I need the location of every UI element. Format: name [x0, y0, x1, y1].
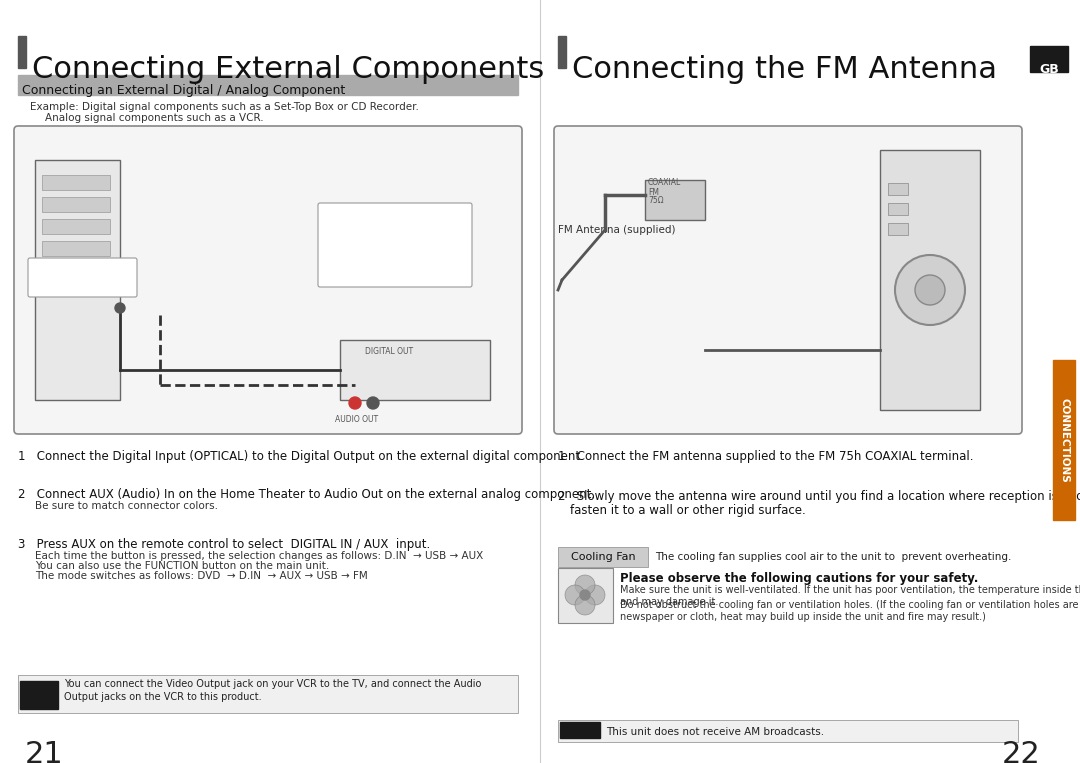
Text: FM: FM: [648, 188, 659, 197]
Circle shape: [915, 275, 945, 305]
Text: Output jacks on the VCR to this product.: Output jacks on the VCR to this product.: [64, 692, 261, 702]
Bar: [1053, 360, 1075, 520]
Circle shape: [367, 397, 379, 409]
FancyBboxPatch shape: [14, 126, 522, 434]
Text: GB: GB: [1039, 63, 1058, 76]
Text: 1   Connect the Digital Input (OPTICAL) to the Digital Output on the external di: 1 Connect the Digital Input (OPTICAL) to…: [18, 450, 584, 463]
FancyBboxPatch shape: [28, 258, 137, 297]
Text: Optical Cable
(not supplied): Optical Cable (not supplied): [48, 267, 117, 288]
Text: The mode switches as follows: DVD  → D.IN  → AUX → USB → FM: The mode switches as follows: DVD → D.IN…: [35, 571, 368, 581]
Bar: [42, 241, 110, 256]
Text: 3   Press AUX on the remote control to select  DIGITAL IN / AUX  input.: 3 Press AUX on the remote control to sel…: [18, 538, 430, 551]
Text: (not supplied): (not supplied): [363, 219, 427, 228]
Text: 21: 21: [25, 740, 64, 763]
Text: CONNECTIONS: CONNECTIONS: [1059, 398, 1069, 482]
Circle shape: [565, 585, 585, 605]
Text: Analog signal components such as a VCR.: Analog signal components such as a VCR.: [45, 113, 264, 123]
Text: AUDIO OUT: AUDIO OUT: [335, 415, 378, 424]
Text: DIGITAL OUT: DIGITAL OUT: [365, 347, 414, 356]
Bar: [18, 75, 518, 95]
Circle shape: [580, 590, 590, 600]
Text: 75Ω: 75Ω: [648, 196, 663, 205]
Text: Please observe the following cautions for your safety.: Please observe the following cautions fo…: [620, 572, 978, 585]
Bar: [18, 675, 518, 713]
Text: or right.: or right.: [377, 263, 414, 272]
Bar: [645, 180, 705, 220]
Text: Make sure the unit is well-ventilated. If the unit has poor ventilation, the tem: Make sure the unit is well-ventilated. I…: [620, 585, 1080, 607]
Text: Connecting External Components: Connecting External Components: [32, 55, 544, 84]
Text: You can also use the FUNCTION button on the main unit.: You can also use the FUNCTION button on …: [35, 561, 329, 571]
Bar: [42, 175, 110, 190]
Text: component has only one: component has only one: [339, 241, 451, 250]
Text: Note: Note: [24, 685, 54, 695]
Bar: [18, 36, 26, 68]
Text: fasten it to a wall or other rigid surface.: fasten it to a wall or other rigid surfa…: [570, 504, 806, 517]
Circle shape: [585, 585, 605, 605]
Bar: [42, 219, 110, 234]
Bar: [558, 547, 648, 567]
Bar: [558, 36, 566, 68]
Bar: [35, 160, 120, 400]
Text: Cooling Fan: Cooling Fan: [570, 552, 635, 562]
Bar: [888, 203, 908, 215]
Text: FM Antenna (supplied): FM Antenna (supplied): [558, 225, 675, 235]
Bar: [558, 568, 613, 623]
Text: Audio Out, connect either left: Audio Out, connect either left: [327, 252, 462, 261]
Text: The cooling fan supplies cool air to the unit to  prevent overheating.: The cooling fan supplies cool air to the…: [654, 552, 1011, 562]
Text: You can connect the Video Output jack on your VCR to the TV, and connect the Aud: You can connect the Video Output jack on…: [64, 679, 482, 689]
Bar: [340, 340, 490, 400]
Text: Audio Cable: Audio Cable: [368, 208, 422, 217]
Circle shape: [575, 595, 595, 615]
Text: Notes: Notes: [563, 727, 597, 737]
Bar: [42, 197, 110, 212]
Bar: [1030, 46, 1068, 72]
Bar: [21, 681, 58, 709]
Text: 2   Connect AUX (Audio) In on the Home Theater to Audio Out on the external anal: 2 Connect AUX (Audio) In on the Home The…: [18, 488, 595, 501]
Text: Be sure to match connector colors.: Be sure to match connector colors.: [35, 501, 218, 511]
Circle shape: [895, 255, 966, 325]
Text: If the external analog: If the external analog: [346, 230, 444, 239]
Text: 2   Slowly move the antenna wire around until you find a location where receptio: 2 Slowly move the antenna wire around un…: [558, 490, 1080, 503]
Bar: [888, 183, 908, 195]
Circle shape: [349, 397, 361, 409]
Bar: [880, 150, 980, 410]
Text: COAXIAL: COAXIAL: [648, 178, 681, 187]
Circle shape: [114, 303, 125, 313]
FancyBboxPatch shape: [318, 203, 472, 287]
Bar: [42, 263, 110, 278]
FancyBboxPatch shape: [554, 126, 1022, 434]
Text: 1   Connect the FM antenna supplied to the FM 75h COAXIAL terminal.: 1 Connect the FM antenna supplied to the…: [558, 450, 973, 463]
Bar: [558, 720, 1018, 742]
Text: Each time the button is pressed, the selection changes as follows: D.IN  → USB →: Each time the button is pressed, the sel…: [35, 551, 483, 561]
Text: This unit does not receive AM broadcasts.: This unit does not receive AM broadcasts…: [606, 727, 824, 737]
Bar: [561, 722, 600, 738]
Text: Example: Digital signal components such as a Set-Top Box or CD Recorder.: Example: Digital signal components such …: [30, 102, 419, 112]
Text: Connecting an External Digital / Analog Component: Connecting an External Digital / Analog …: [22, 84, 346, 97]
Bar: [888, 223, 908, 235]
Circle shape: [575, 575, 595, 595]
Text: Do not obstruct the cooling fan or ventilation holes. (If the cooling fan or ven: Do not obstruct the cooling fan or venti…: [620, 600, 1080, 622]
Text: 22: 22: [1001, 740, 1040, 763]
Text: Connecting the FM Antenna: Connecting the FM Antenna: [572, 55, 997, 84]
